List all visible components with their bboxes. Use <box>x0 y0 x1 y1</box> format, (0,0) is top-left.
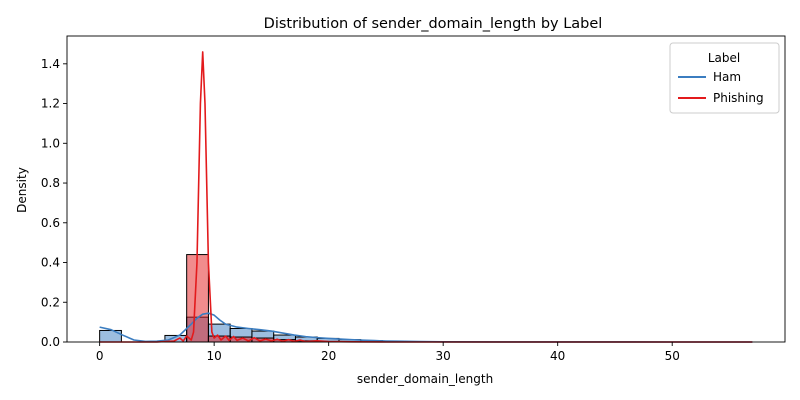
y-tick-label-5: 1.0 <box>41 136 60 150</box>
legend-title: Label <box>708 51 740 65</box>
y-axis-label: Density <box>15 167 29 213</box>
y-tick-label-4: 0.8 <box>41 176 60 190</box>
phishing-bar-0 <box>186 254 209 343</box>
legend-label-phishing: Phishing <box>713 91 764 105</box>
x-tick-label-0: 0 <box>96 349 104 363</box>
x-tick-label-50: 50 <box>665 349 680 363</box>
x-axis: 0 10 20 30 40 50 <box>96 342 680 363</box>
x-axis-label: sender_domain_length <box>357 372 493 386</box>
x-tick-label-20: 20 <box>321 349 336 363</box>
y-tick-label-1: 0.2 <box>41 295 60 309</box>
y-tick-label-6: 1.2 <box>41 97 60 111</box>
y-tick-label-7: 1.4 <box>41 57 60 71</box>
y-tick-label-3: 0.6 <box>41 216 60 230</box>
plot-frame <box>66 35 786 343</box>
chart-title: Distribution of sender_domain_length by … <box>264 16 603 32</box>
y-tick-label-2: 0.4 <box>41 256 60 270</box>
y-tick-label-0: 0.0 <box>41 335 60 349</box>
legend-label-ham: Ham <box>713 70 741 84</box>
x-tick-label-40: 40 <box>550 349 565 363</box>
phishing-kde-line <box>99 51 753 343</box>
legend: Label Ham Phishing <box>669 42 780 114</box>
y-axis: 0.0 0.2 0.4 0.6 0.8 1.0 1.2 1.4 <box>41 57 67 349</box>
x-tick-label-10: 10 <box>207 349 222 363</box>
legend-box <box>669 42 780 114</box>
plot-area <box>66 35 786 343</box>
x-tick-label-30: 30 <box>436 349 451 363</box>
